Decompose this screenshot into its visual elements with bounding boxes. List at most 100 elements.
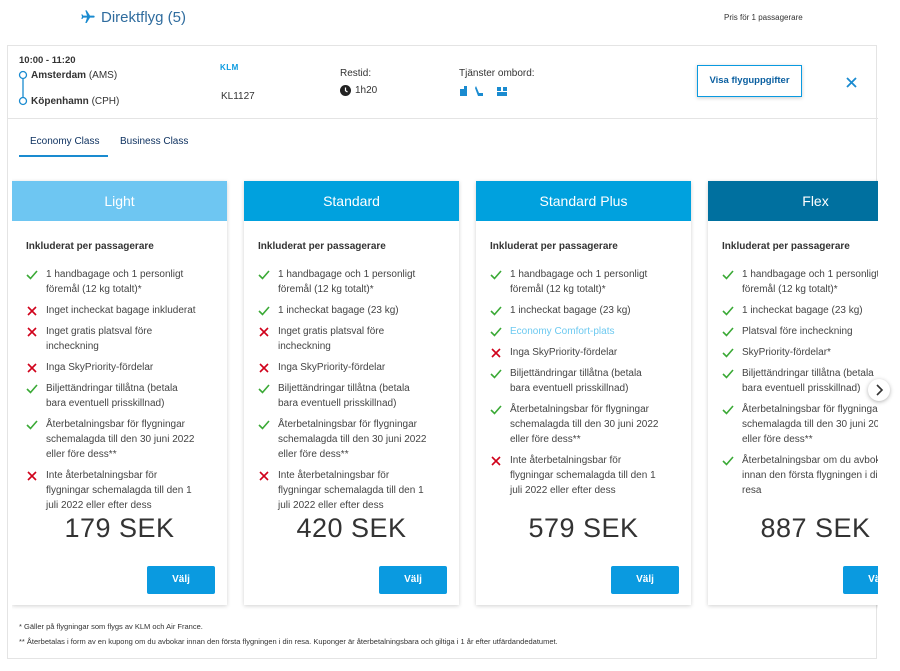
feature-text: Inte återbetalningsbar för flygningar sc… [278, 470, 424, 511]
footnote: * Gäller på flygningar som flygs av KLM … [19, 622, 203, 631]
origin: Amsterdam (AMS) [31, 70, 117, 81]
feature: Inte återbetalningsbar för flygningar sc… [258, 468, 428, 513]
fare-card: Standard Inkluderat per passagerare 1 hand… [244, 181, 459, 605]
price: 887 SEK [760, 513, 871, 543]
fare-name: Flex [708, 181, 878, 221]
cross-icon [259, 327, 269, 337]
fare-name: Light [12, 181, 227, 221]
duration-label: Restid: [340, 68, 372, 79]
select-button[interactable]: Välj [843, 566, 878, 594]
next-arrow[interactable] [868, 379, 890, 401]
feature-text: Inget gratis platsval före incheckning [46, 326, 153, 352]
destination-code: (CPH) [91, 96, 120, 107]
tab-business[interactable]: Business Class [120, 136, 189, 147]
feature-text: Biljettändringar tillåtna (betala bara e… [46, 383, 178, 409]
fare-card: Flex Inkluderat per passagerare 1 handbaga… [708, 181, 878, 605]
select-button[interactable]: Välj [611, 566, 679, 594]
price-note: Pris för 1 passagerare [724, 13, 803, 22]
feature: 1 handbagage och 1 personligt föremål (1… [26, 267, 196, 297]
cross-icon [27, 471, 37, 481]
footnote: ** Återbetalas i form av en kupong om du… [19, 637, 558, 646]
check-icon [258, 306, 270, 316]
fare-name: Standard [244, 181, 459, 221]
feature: Inga SkyPriority-fördelar [258, 360, 428, 375]
fare-cards: Light Inkluderat per passagerare 1 handbag… [12, 175, 878, 615]
fare-name: Standard Plus [476, 181, 691, 221]
feature: Biljettändringar tillåtna (betala bara e… [26, 381, 196, 411]
clock-icon [340, 85, 351, 96]
feature: Inget gratis platsval före incheckning [26, 324, 196, 354]
feature-text: Inga SkyPriority-fördelar [46, 362, 154, 373]
feature-text: SkyPriority-fördelar* [742, 347, 831, 358]
included-label: Inkluderat per passagerare [722, 241, 850, 252]
feature-text: 1 handbagage och 1 personligt föremål (1… [278, 269, 416, 295]
feature: Återbetalningsbar för flygningar schemal… [26, 417, 196, 462]
check-icon [722, 456, 734, 466]
feature-text: Inte återbetalningsbar för flygningar sc… [510, 455, 656, 496]
divider [7, 118, 878, 119]
feature-text: Återbetalningsbar för flygningar schemal… [278, 419, 427, 460]
check-icon [722, 348, 734, 358]
tab-economy[interactable]: Economy Class [30, 136, 100, 147]
feature-list: 1 handbagage och 1 personligt föremål (1… [26, 267, 226, 519]
feature: Återbetalningsbar om du avbokar innan de… [722, 453, 878, 498]
feature-text: Återbetalningsbar för flygningar schemal… [46, 419, 195, 460]
feature: Inga SkyPriority-fördelar [490, 345, 660, 360]
feature: Inget gratis platsval före incheckning [258, 324, 428, 354]
check-icon [258, 384, 270, 394]
feature-text: Platsval före incheckning [742, 326, 853, 337]
close-button[interactable] [846, 77, 857, 88]
check-icon [722, 327, 734, 337]
cross-icon [27, 327, 37, 337]
feature-text: Återbetalningsbar för flygningar schemal… [742, 404, 878, 445]
feature-text: 1 incheckat bagage (23 kg) [742, 305, 863, 316]
feature-text: 1 handbagage och 1 personligt föremål (1… [510, 269, 648, 295]
airline-logo: KLM [220, 63, 239, 72]
feature: Inget incheckat bagage inkluderat [26, 303, 196, 318]
feature-text: Biljettändringar tillåtna (betala bara e… [742, 368, 874, 394]
feature: SkyPriority-fördelar* [722, 345, 878, 360]
feature-text: 1 handbagage och 1 personligt föremål (1… [46, 269, 184, 295]
fare-card: Light Inkluderat per passagerare 1 handbag… [12, 181, 227, 605]
check-icon [490, 306, 502, 316]
check-icon [722, 270, 734, 280]
feature: Biljettändringar tillåtna (betala bara e… [258, 381, 428, 411]
tab-underline [19, 155, 108, 157]
check-icon [258, 270, 270, 280]
price: 579 SEK [528, 513, 639, 543]
select-button[interactable]: Välj [147, 566, 215, 594]
feature-text: Inga SkyPriority-fördelar [278, 362, 386, 373]
details-button[interactable]: Visa flyguppgifter [697, 65, 802, 97]
duration: 1h20 [355, 85, 378, 96]
feature-text: 1 incheckat bagage (23 kg) [510, 305, 631, 316]
feature: 1 incheckat bagage (23 kg) [258, 303, 428, 318]
check-icon [490, 327, 502, 337]
check-icon [722, 306, 734, 316]
flight-number: KL1127 [221, 91, 255, 102]
service-icons [460, 86, 507, 96]
feature: Inga SkyPriority-fördelar [26, 360, 196, 375]
feature-text: Återbetalningsbar om du avbokar innan de… [742, 455, 878, 496]
cross-icon [27, 306, 37, 316]
feature: Biljettändringar tillåtna (betala bara e… [722, 366, 878, 396]
check-icon [722, 369, 734, 379]
destination: Köpenhamn (CPH) [31, 96, 119, 107]
feature-text: Economy Comfort-plats [510, 326, 615, 337]
feature: 1 handbagage och 1 personligt föremål (1… [258, 267, 428, 297]
price: 420 SEK [296, 513, 407, 543]
route-line [18, 70, 28, 106]
included-label: Inkluderat per passagerare [26, 241, 154, 252]
feature: Platsval före incheckning [722, 324, 878, 339]
check-icon [26, 384, 38, 394]
included-label: Inkluderat per passagerare [490, 241, 618, 252]
feature: 1 incheckat bagage (23 kg) [490, 303, 660, 318]
plane-icon [81, 10, 95, 23]
select-button[interactable]: Välj [379, 566, 447, 594]
price: 179 SEK [64, 513, 175, 543]
feature: Återbetalningsbar för flygningar schemal… [722, 402, 878, 447]
feature-text: Inget gratis platsval före incheckning [278, 326, 385, 352]
feature: Biljettändringar tillåtna (betala bara e… [490, 366, 660, 396]
feature: 1 handbagage och 1 personligt föremål (1… [490, 267, 660, 297]
feature-list: 1 handbagage och 1 personligt föremål (1… [490, 267, 690, 504]
